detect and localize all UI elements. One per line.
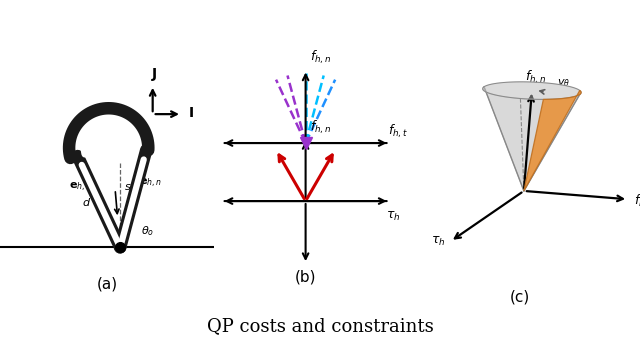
Text: $f_{h,n}$: $f_{h,n}$ [310,119,332,136]
Polygon shape [483,87,580,191]
Text: $f_{h,n}$: $f_{h,n}$ [525,68,547,86]
Polygon shape [484,82,581,191]
Text: (c): (c) [510,290,530,305]
Text: QP costs and constraints: QP costs and constraints [207,318,433,336]
Text: (b): (b) [295,270,316,285]
Text: I: I [188,106,193,120]
Text: (a): (a) [97,276,118,291]
Text: $s_h$: $s_h$ [124,182,136,194]
Text: $\mathbf{e}_{h,n}$: $\mathbf{e}_{h,n}$ [140,176,162,190]
Text: $d$: $d$ [82,196,91,208]
Text: J: J [152,67,157,81]
Polygon shape [483,82,581,99]
Text: $\tau_h$: $\tau_h$ [386,210,401,223]
Text: $\mathbf{e}_{h,t}$: $\mathbf{e}_{h,t}$ [69,181,91,194]
Text: $\theta_o$: $\theta_o$ [141,224,154,238]
Text: $f_{h,t}$: $f_{h,t}$ [388,122,408,140]
Text: $v_{\theta}$: $v_{\theta}$ [557,77,570,89]
Polygon shape [524,91,581,191]
Text: $f_{h,t}$: $f_{h,t}$ [634,192,640,210]
Text: $f_{h,n}$: $f_{h,n}$ [310,49,332,66]
Text: $\tau_h$: $\tau_h$ [431,235,446,248]
